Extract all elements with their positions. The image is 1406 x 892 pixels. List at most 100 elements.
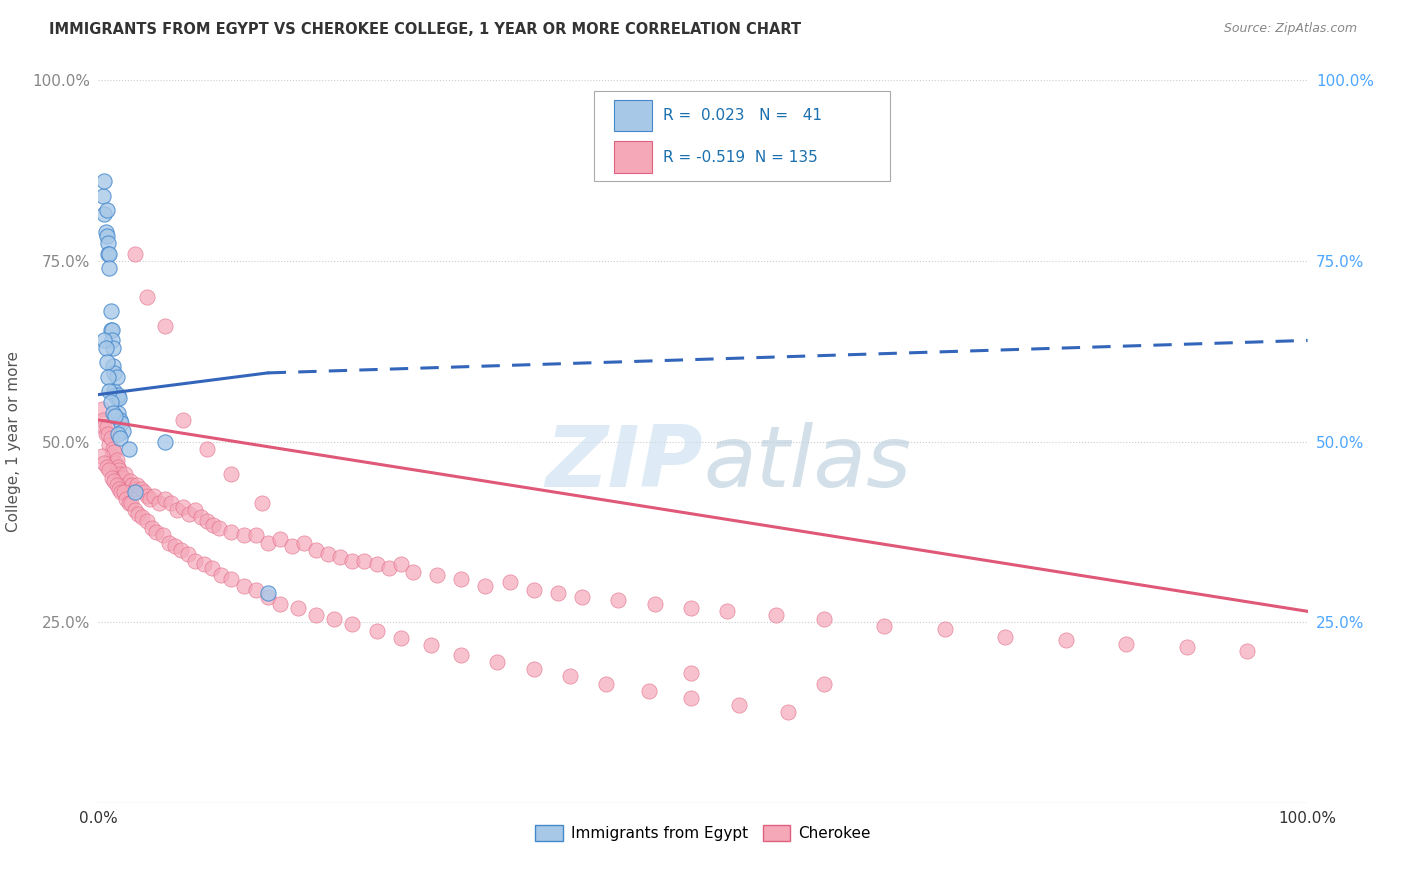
Point (91, 413, 114, 427)
Point (1175, 640, 1198, 655)
Point (118, 475, 141, 489)
Point (157, 535, 180, 549)
Text: R =  0.023   N =   41: R = 0.023 N = 41 (664, 108, 823, 123)
Point (474, 579, 496, 593)
Point (305, 607, 328, 622)
Point (934, 623, 956, 637)
Point (728, 698, 751, 713)
Legend: Immigrants from Egypt, Cherokee: Immigrants from Egypt, Cherokee (529, 819, 877, 847)
Point (93, 174, 115, 188)
Point (107, 459, 129, 474)
Point (873, 619, 896, 633)
Point (153, 492, 176, 507)
Point (571, 590, 593, 604)
Point (607, 593, 630, 607)
Point (110, 417, 132, 431)
Point (172, 413, 194, 427)
Point (389, 558, 412, 572)
Point (93, 420, 115, 434)
Point (679, 600, 702, 615)
Point (366, 558, 388, 572)
Point (342, 554, 364, 568)
Point (98, 261, 121, 276)
Point (209, 568, 232, 582)
Text: Source: ZipAtlas.com: Source: ZipAtlas.com (1223, 22, 1357, 36)
Point (108, 391, 131, 405)
Point (450, 648, 472, 662)
Point (221, 467, 243, 481)
Point (305, 542, 328, 557)
Point (172, 500, 194, 514)
Point (134, 485, 156, 500)
Point (994, 630, 1017, 644)
Point (179, 507, 201, 521)
Point (644, 597, 666, 611)
Point (287, 600, 309, 615)
Point (498, 575, 520, 590)
Point (595, 676, 617, 690)
Point (245, 582, 267, 597)
Point (342, 616, 364, 631)
Point (100, 470, 122, 484)
Point (93, 334, 115, 348)
Point (124, 246, 146, 260)
Point (184, 554, 207, 568)
Point (121, 478, 143, 492)
Point (256, 535, 278, 549)
Point (100, 431, 122, 445)
Point (558, 669, 581, 683)
Point (97, 427, 120, 442)
Text: IMMIGRANTS FROM EGYPT VS CHEROKEE COLLEGE, 1 YEAR OR MORE CORRELATION CHART: IMMIGRANTS FROM EGYPT VS CHEROKEE COLLEG… (49, 22, 801, 37)
Point (679, 665, 702, 680)
Point (256, 590, 278, 604)
Point (131, 510, 153, 524)
Point (98, 384, 121, 398)
Point (202, 517, 225, 532)
Point (91, 189, 114, 203)
Point (184, 503, 207, 517)
Point (108, 482, 131, 496)
Point (91, 402, 114, 417)
Point (94, 427, 117, 442)
Point (124, 503, 146, 517)
Point (105, 452, 128, 467)
Point (377, 561, 399, 575)
Point (118, 442, 141, 456)
Point (523, 582, 546, 597)
Point (124, 485, 146, 500)
Point (105, 369, 128, 384)
Point (105, 478, 128, 492)
Point (101, 359, 124, 373)
Point (96, 355, 118, 369)
Point (108, 413, 131, 427)
Y-axis label: College, 1 year or more: College, 1 year or more (6, 351, 21, 532)
Point (716, 604, 738, 618)
Point (100, 394, 122, 409)
FancyBboxPatch shape (613, 141, 652, 173)
Point (129, 482, 152, 496)
Point (100, 322, 122, 336)
Point (323, 611, 346, 625)
Point (232, 579, 254, 593)
Point (104, 456, 127, 470)
Point (93, 207, 115, 221)
Point (486, 655, 509, 669)
FancyBboxPatch shape (613, 100, 652, 131)
Point (148, 496, 170, 510)
Point (256, 586, 278, 600)
Point (765, 607, 787, 622)
Point (813, 676, 835, 690)
Point (190, 510, 212, 524)
Text: ZIP: ZIP (546, 422, 703, 505)
Point (426, 568, 449, 582)
Point (115, 492, 138, 507)
Point (100, 322, 122, 336)
Point (245, 528, 267, 542)
Point (94, 341, 117, 355)
Point (96, 228, 118, 243)
Point (1054, 633, 1077, 648)
Point (153, 434, 176, 449)
Point (117, 478, 139, 492)
Point (107, 387, 129, 401)
Point (389, 631, 412, 645)
